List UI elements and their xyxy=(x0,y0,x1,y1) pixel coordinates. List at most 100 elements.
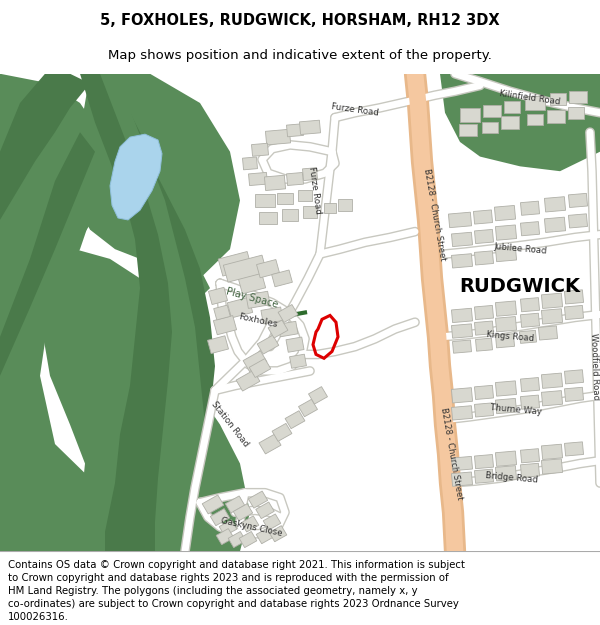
Polygon shape xyxy=(520,298,539,312)
Polygon shape xyxy=(285,411,305,429)
Polygon shape xyxy=(208,288,227,304)
Text: Woodfield Road: Woodfield Road xyxy=(589,332,600,400)
Polygon shape xyxy=(208,336,229,354)
Polygon shape xyxy=(475,306,494,319)
Polygon shape xyxy=(243,351,267,372)
Polygon shape xyxy=(520,449,539,463)
Text: Bridge Road: Bridge Road xyxy=(485,471,539,485)
Polygon shape xyxy=(568,214,587,228)
Polygon shape xyxy=(520,313,539,328)
Polygon shape xyxy=(214,316,236,335)
Text: Jubilee Road: Jubilee Road xyxy=(493,242,547,256)
Polygon shape xyxy=(303,206,317,218)
Polygon shape xyxy=(287,173,304,186)
Polygon shape xyxy=(544,197,566,212)
Polygon shape xyxy=(496,451,517,466)
Text: Foxholes: Foxholes xyxy=(238,312,278,329)
Polygon shape xyxy=(451,472,473,486)
Polygon shape xyxy=(257,259,280,278)
Polygon shape xyxy=(451,406,473,420)
Text: RUDGWICK: RUDGWICK xyxy=(460,277,581,296)
Polygon shape xyxy=(226,496,245,513)
Polygon shape xyxy=(286,337,304,352)
Polygon shape xyxy=(520,395,539,409)
Polygon shape xyxy=(544,217,566,232)
Polygon shape xyxy=(278,304,298,322)
Polygon shape xyxy=(211,509,230,526)
Polygon shape xyxy=(520,378,539,392)
Polygon shape xyxy=(233,504,253,521)
Polygon shape xyxy=(565,306,584,319)
Text: Furze Road: Furze Road xyxy=(331,102,379,118)
Polygon shape xyxy=(496,466,517,481)
Polygon shape xyxy=(0,132,95,376)
Text: co-ordinates) are subject to Crown copyright and database rights 2023 Ordnance S: co-ordinates) are subject to Crown copyr… xyxy=(8,599,458,609)
Polygon shape xyxy=(520,222,539,236)
Polygon shape xyxy=(504,101,520,112)
Polygon shape xyxy=(494,206,515,221)
Polygon shape xyxy=(501,116,519,129)
Polygon shape xyxy=(299,120,320,134)
Polygon shape xyxy=(0,74,110,269)
Polygon shape xyxy=(299,399,317,417)
Polygon shape xyxy=(248,173,268,186)
Text: HM Land Registry. The polygons (including the associated geometry, namely x, y: HM Land Registry. The polygons (includin… xyxy=(8,586,418,596)
Polygon shape xyxy=(475,229,494,244)
Polygon shape xyxy=(496,381,517,396)
Polygon shape xyxy=(550,93,566,105)
Polygon shape xyxy=(476,338,493,351)
Text: to Crown copyright and database rights 2023 and is reproduced with the permissio: to Crown copyright and database rights 2… xyxy=(8,573,448,583)
Polygon shape xyxy=(80,74,215,551)
Polygon shape xyxy=(496,398,517,414)
Polygon shape xyxy=(496,301,517,316)
Polygon shape xyxy=(475,321,494,335)
Polygon shape xyxy=(569,91,587,103)
Text: 100026316.: 100026316. xyxy=(8,612,68,622)
Polygon shape xyxy=(0,74,105,551)
Polygon shape xyxy=(541,293,563,309)
Polygon shape xyxy=(239,531,257,548)
Polygon shape xyxy=(282,209,298,221)
Polygon shape xyxy=(216,529,234,544)
Polygon shape xyxy=(219,520,237,536)
Polygon shape xyxy=(278,321,298,337)
Polygon shape xyxy=(451,456,473,471)
Polygon shape xyxy=(100,269,250,551)
Polygon shape xyxy=(565,290,584,304)
Polygon shape xyxy=(451,232,473,247)
Polygon shape xyxy=(256,528,274,544)
Polygon shape xyxy=(110,134,162,220)
Polygon shape xyxy=(246,291,270,308)
Polygon shape xyxy=(202,495,224,514)
Polygon shape xyxy=(459,124,477,136)
Polygon shape xyxy=(520,463,539,478)
Polygon shape xyxy=(541,373,563,388)
Text: B2128 - Church Street: B2128 - Church Street xyxy=(439,407,464,501)
Polygon shape xyxy=(263,514,281,530)
Polygon shape xyxy=(565,388,584,401)
Text: Furze Road: Furze Road xyxy=(307,166,323,215)
Polygon shape xyxy=(483,105,501,117)
Text: B2128 - Church Street: B2128 - Church Street xyxy=(422,168,448,262)
Polygon shape xyxy=(257,335,279,354)
Polygon shape xyxy=(541,309,563,324)
Polygon shape xyxy=(0,74,90,220)
Polygon shape xyxy=(475,386,494,399)
Polygon shape xyxy=(214,305,230,320)
Polygon shape xyxy=(538,326,557,340)
Polygon shape xyxy=(249,359,271,378)
Polygon shape xyxy=(496,316,517,332)
Polygon shape xyxy=(496,246,517,262)
Polygon shape xyxy=(568,107,584,119)
Polygon shape xyxy=(227,298,253,318)
Polygon shape xyxy=(255,194,275,208)
Polygon shape xyxy=(547,110,565,124)
Polygon shape xyxy=(272,270,292,287)
Polygon shape xyxy=(520,331,536,343)
Polygon shape xyxy=(527,114,543,126)
Polygon shape xyxy=(223,255,266,282)
Polygon shape xyxy=(0,249,230,551)
Polygon shape xyxy=(482,121,498,133)
Polygon shape xyxy=(541,391,563,406)
Polygon shape xyxy=(525,96,545,110)
